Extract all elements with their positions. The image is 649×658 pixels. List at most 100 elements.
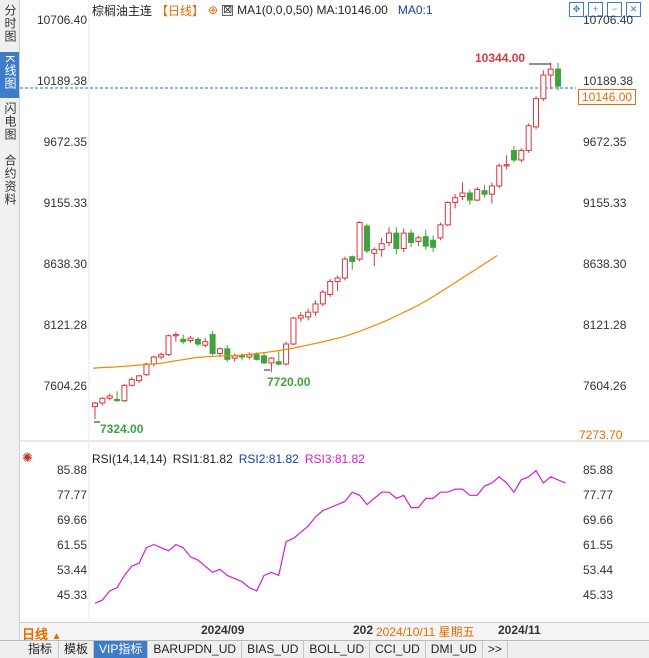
period-dropdown[interactable]: 日线 ▲ bbox=[22, 624, 62, 643]
right-rsi-label: 61.55 bbox=[583, 538, 614, 552]
candle-body[interactable] bbox=[452, 197, 459, 203]
candle-body[interactable] bbox=[466, 192, 473, 201]
tab-vip-indicators[interactable]: VIP指标 bbox=[94, 641, 149, 658]
candle-body[interactable] bbox=[363, 225, 370, 252]
right-rsi-label: 45.33 bbox=[583, 588, 614, 602]
candle-body[interactable] bbox=[136, 375, 143, 382]
candle-body[interactable] bbox=[121, 384, 128, 402]
candle-body[interactable] bbox=[128, 378, 135, 386]
candle-body[interactable] bbox=[290, 317, 297, 345]
candle-body[interactable] bbox=[180, 338, 187, 343]
candle-body[interactable] bbox=[106, 395, 113, 399]
candle-body[interactable] bbox=[378, 243, 385, 251]
candle-body[interactable] bbox=[459, 192, 466, 198]
candle-body[interactable] bbox=[496, 165, 503, 187]
rsi2-value: RSI2:81.82 bbox=[238, 452, 299, 466]
left-price-label: 9672.35 bbox=[43, 135, 87, 149]
tab-lightning[interactable]: 闪电图 bbox=[0, 102, 19, 148]
tab-indicators[interactable]: 指标 bbox=[0, 641, 60, 658]
time-axis bbox=[20, 622, 649, 640]
candle-body[interactable] bbox=[503, 164, 510, 167]
candle-body[interactable] bbox=[371, 249, 378, 254]
move-icon[interactable]: ✥ bbox=[569, 2, 584, 17]
candle-body[interactable] bbox=[555, 68, 562, 87]
period-label[interactable]: 【日线】 bbox=[156, 3, 205, 18]
candle-body[interactable] bbox=[386, 232, 392, 244]
candle-body[interactable] bbox=[327, 280, 334, 295]
candle-body[interactable] bbox=[253, 354, 260, 360]
candle-body[interactable] bbox=[430, 239, 437, 248]
tab-kline[interactable]: K线图 bbox=[0, 52, 19, 98]
left-price-label: 8121.28 bbox=[43, 318, 87, 332]
low-price-label-1: 7720.00 bbox=[267, 375, 311, 389]
rsi1-value: RSI1:81.82 bbox=[172, 452, 233, 466]
tab-templates[interactable]: 模板 bbox=[59, 641, 95, 658]
candle-body[interactable] bbox=[150, 356, 157, 365]
zoom-in-icon[interactable]: + bbox=[588, 2, 603, 17]
tab-boll[interactable]: BOLL_UD bbox=[304, 641, 371, 658]
candle-body[interactable] bbox=[408, 232, 415, 244]
candle-body[interactable] bbox=[422, 236, 429, 247]
tab-barupdn[interactable]: BARUPDN_UD bbox=[148, 641, 243, 658]
candle-body[interactable] bbox=[341, 258, 348, 279]
indicator-settings-icon[interactable]: ✺ bbox=[22, 450, 33, 465]
candle-body[interactable] bbox=[305, 311, 312, 318]
right-rsi-label: 53.44 bbox=[583, 563, 614, 577]
tab-contract-info[interactable]: 合约资料 bbox=[0, 154, 19, 214]
candle-body[interactable] bbox=[114, 398, 121, 402]
right-price-label: 8121.28 bbox=[583, 318, 627, 332]
candle-body[interactable] bbox=[165, 335, 172, 356]
zoom-out-icon[interactable]: − bbox=[607, 2, 622, 17]
indicator-edit-icon[interactable]: ⊠ bbox=[222, 3, 234, 16]
candle-body[interactable] bbox=[202, 341, 209, 346]
candle-body[interactable] bbox=[474, 188, 481, 201]
candle-body[interactable] bbox=[216, 348, 223, 354]
candle-body[interactable] bbox=[415, 237, 422, 242]
candle-body[interactable] bbox=[400, 232, 407, 249]
candle-body[interactable] bbox=[283, 343, 290, 365]
candle-body[interactable] bbox=[268, 357, 275, 364]
candle-body[interactable] bbox=[547, 68, 554, 76]
add-circle-icon[interactable]: ⊕ bbox=[208, 3, 219, 17]
candle-body[interactable] bbox=[99, 397, 106, 404]
candle-body[interactable] bbox=[158, 354, 165, 358]
candle-body[interactable] bbox=[488, 185, 495, 195]
candle-body[interactable] bbox=[172, 334, 179, 337]
candle-body[interactable] bbox=[319, 291, 326, 305]
close-icon[interactable]: ✕ bbox=[626, 2, 641, 17]
candle-body[interactable] bbox=[275, 361, 282, 365]
candle-body[interactable] bbox=[334, 277, 341, 282]
tab-more[interactable]: >> bbox=[483, 641, 508, 658]
tab-timeshare[interactable]: 分时图 bbox=[0, 4, 19, 48]
candle-body[interactable] bbox=[312, 303, 319, 313]
candle-body[interactable] bbox=[533, 98, 539, 128]
candle-body[interactable] bbox=[224, 348, 231, 360]
candle-body[interactable] bbox=[297, 315, 304, 319]
candle-body[interactable] bbox=[194, 338, 201, 345]
candle-body[interactable] bbox=[525, 125, 532, 152]
candle-body[interactable] bbox=[356, 222, 363, 260]
candle-body[interactable] bbox=[540, 74, 547, 100]
tab-bias[interactable]: BIAS_UD bbox=[242, 641, 305, 658]
tab-dmi[interactable]: DMI_UD bbox=[426, 641, 483, 658]
candle-body[interactable] bbox=[239, 355, 245, 358]
candle-body[interactable] bbox=[444, 201, 451, 226]
tab-cci[interactable]: CCI_UD bbox=[370, 641, 426, 658]
candle-body[interactable] bbox=[393, 232, 400, 249]
candle-body[interactable] bbox=[92, 402, 98, 408]
candle-body[interactable] bbox=[510, 150, 517, 161]
candle-body[interactable] bbox=[481, 190, 488, 195]
candle-body[interactable] bbox=[261, 355, 268, 364]
ma-readout: MA1(0,0,0,50) MA:10146.00 bbox=[237, 3, 388, 17]
kline-chart[interactable]: 10344.00 7720.00 7324.00 bbox=[0, 0, 649, 640]
candle-body[interactable] bbox=[518, 150, 525, 161]
instrument-title: 棕榈油主连 bbox=[92, 3, 153, 18]
candle-body[interactable] bbox=[187, 337, 194, 341]
candle-body[interactable] bbox=[437, 224, 444, 239]
candle-body[interactable] bbox=[143, 363, 150, 376]
candle-body[interactable] bbox=[209, 334, 216, 354]
candle-body[interactable] bbox=[231, 355, 238, 359]
chart-toolbar: ✥ + − ✕ bbox=[569, 2, 641, 17]
caret-up-icon: ▲ bbox=[51, 631, 62, 642]
candle-body[interactable] bbox=[349, 256, 356, 262]
